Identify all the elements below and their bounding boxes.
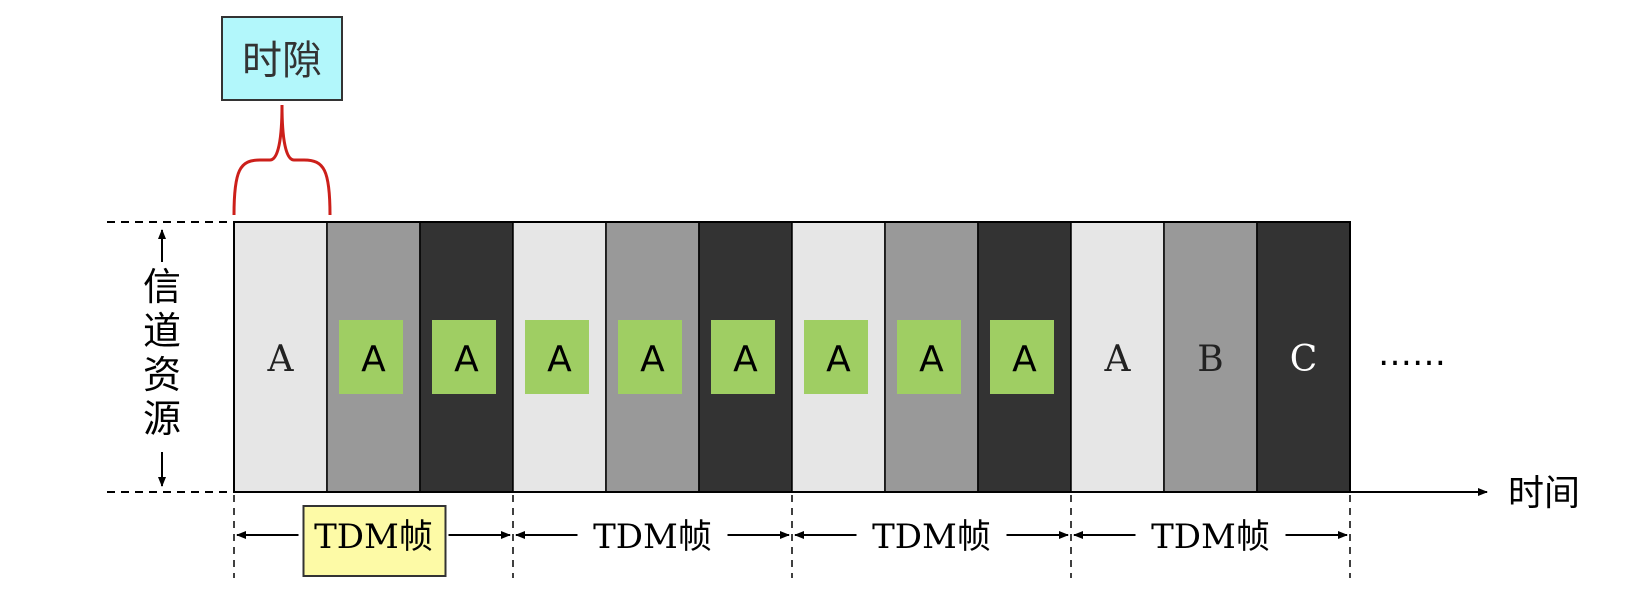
highlighted-slot-marker (432, 320, 496, 394)
timeslot-11 (1163, 221, 1258, 493)
frame-label: TDM帧 (593, 517, 712, 557)
timeslot-label: A (547, 339, 572, 380)
continuation-ellipsis: …… (1378, 334, 1446, 374)
timeslot-label: 时隙 (242, 38, 322, 84)
tdm-frame-2: TDM帧 (515, 517, 790, 557)
timeslot-1 (233, 221, 328, 493)
timeslot-label: A (733, 339, 758, 380)
highlighted-slot-marker (525, 320, 589, 394)
timeslot-label: A (361, 339, 386, 380)
tdm-frame-1: TDM帧 (236, 505, 511, 577)
timeslot-label: B (1197, 339, 1223, 380)
timeslot-label: A (1104, 339, 1132, 380)
highlighted-slot-marker (804, 320, 868, 394)
timeslot-label: A (826, 339, 851, 380)
timeslot-label: C (1290, 339, 1318, 380)
timeslot-brace (232, 104, 332, 216)
highlighted-slot-marker (618, 320, 682, 394)
frame-highlight-box (302, 505, 447, 577)
highlighted-slot-marker (711, 320, 775, 394)
timeslot-label-box (221, 16, 343, 101)
highlighted-slot-marker (339, 320, 403, 394)
highlighted-slot-marker (990, 320, 1054, 394)
timeslot-callout: 时隙 (221, 16, 343, 216)
tdm-frame-3: TDM帧 (794, 517, 1069, 557)
frame-label: TDM帧 (872, 517, 991, 557)
frame-label: TDM帧 (1151, 517, 1270, 557)
timeslot-label: A (640, 339, 665, 380)
frame-label: TDM帧 (314, 517, 433, 557)
timeslot-label: A (1012, 339, 1037, 380)
timeslot-label: A (919, 339, 944, 380)
resource-axis: 信道资源 (143, 229, 181, 487)
timeslot-label: A (454, 339, 479, 380)
resource-label: 信道资源 (143, 265, 181, 441)
time-axis-label: 时间 (1508, 473, 1580, 514)
tdm-frame-4: TDM帧 (1073, 517, 1348, 557)
highlighted-slot-marker (897, 320, 961, 394)
tdm-frames: TDM帧 TDM帧 TDM帧 TDM帧 (233, 495, 1351, 578)
timeslot-12 (1256, 221, 1351, 493)
timeslot-label: A (267, 339, 295, 380)
